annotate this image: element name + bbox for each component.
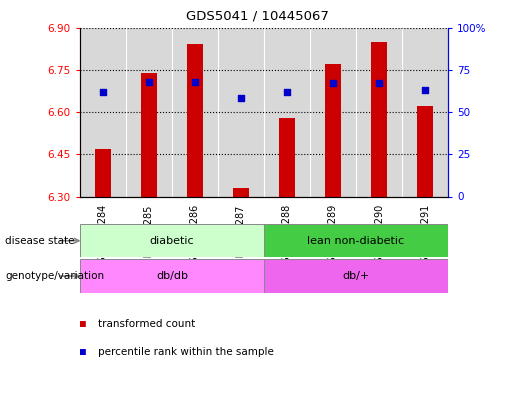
Text: genotype/variation: genotype/variation	[5, 271, 104, 281]
Text: transformed count: transformed count	[98, 319, 195, 329]
Bar	[264, 259, 448, 293]
Bar	[279, 118, 295, 196]
Bar	[187, 44, 203, 196]
Point	[375, 80, 383, 86]
Text: percentile rank within the sample: percentile rank within the sample	[98, 347, 274, 357]
Bar	[80, 259, 264, 293]
Text: ■: ■	[80, 347, 85, 357]
Text: lean non-diabetic: lean non-diabetic	[307, 236, 405, 246]
Text: db/db: db/db	[156, 271, 188, 281]
Text: db/+: db/+	[342, 271, 370, 281]
Text: GDS5041 / 10445067: GDS5041 / 10445067	[186, 10, 329, 23]
Text: disease state: disease state	[5, 236, 75, 246]
Point	[283, 88, 291, 95]
Bar	[264, 224, 448, 257]
Bar	[80, 224, 264, 257]
Point	[99, 88, 107, 95]
Text: ■: ■	[80, 319, 85, 329]
Point	[191, 79, 199, 85]
Point	[329, 80, 337, 86]
Bar	[417, 107, 433, 196]
Bar	[95, 149, 111, 196]
Text: diabetic: diabetic	[149, 236, 194, 246]
Point	[145, 79, 153, 85]
Bar	[371, 42, 387, 196]
Bar	[141, 73, 157, 196]
Bar	[325, 64, 341, 196]
Point	[421, 87, 429, 93]
Point	[237, 95, 245, 102]
Bar	[233, 188, 249, 196]
